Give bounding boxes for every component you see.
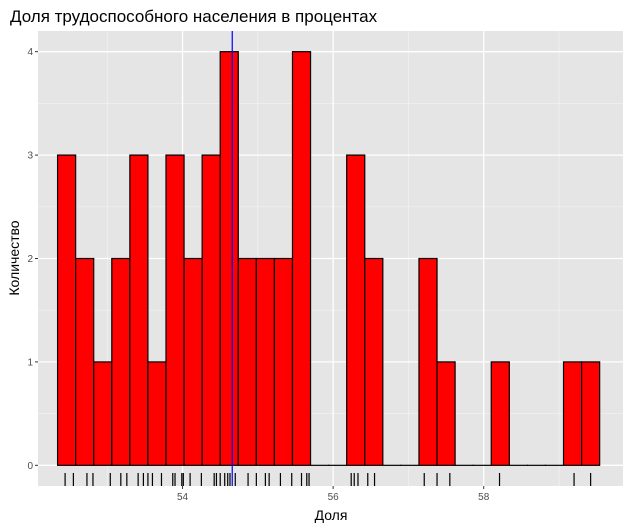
histogram-bar bbox=[129, 154, 149, 466]
y-tick-label: 0 bbox=[27, 461, 33, 472]
rug-marks bbox=[64, 473, 592, 486]
x-tick-label: 56 bbox=[328, 492, 340, 503]
histogram-bar bbox=[364, 257, 384, 466]
histogram-bar bbox=[580, 361, 601, 466]
histogram-bar bbox=[436, 361, 456, 466]
histogram-bar bbox=[255, 257, 276, 466]
histogram-bar bbox=[147, 361, 167, 466]
x-tick-label: 54 bbox=[177, 492, 189, 503]
histogram-bar bbox=[237, 257, 257, 466]
histogram-bar bbox=[93, 361, 113, 466]
y-axis: 0 1 2 3 4 bbox=[27, 47, 38, 472]
chart-title: Доля трудоспособного населения в процент… bbox=[10, 7, 378, 26]
histogram-bar bbox=[56, 154, 77, 466]
histogram-bar bbox=[562, 361, 583, 466]
histogram-bar bbox=[111, 257, 131, 466]
y-tick-label: 1 bbox=[27, 357, 33, 368]
x-axis: 54 56 58 bbox=[177, 486, 490, 503]
histogram-bar bbox=[201, 154, 221, 466]
histogram-bar bbox=[165, 154, 185, 466]
bars bbox=[56, 51, 601, 466]
histogram-bar bbox=[183, 257, 203, 466]
y-axis-title: Количество bbox=[6, 220, 22, 295]
x-tick-label: 58 bbox=[478, 492, 490, 503]
histogram-bar bbox=[219, 51, 239, 466]
y-tick-label: 2 bbox=[27, 254, 33, 265]
y-tick-label: 3 bbox=[27, 151, 33, 162]
histogram-bar bbox=[273, 257, 294, 466]
histogram-bar bbox=[291, 51, 312, 466]
x-axis-title: Доля bbox=[315, 507, 348, 523]
histogram-bar bbox=[490, 361, 510, 466]
histogram-bar bbox=[418, 257, 438, 466]
histogram-bar bbox=[75, 257, 95, 466]
y-tick-label: 4 bbox=[27, 47, 33, 58]
histogram-bar bbox=[346, 154, 366, 466]
